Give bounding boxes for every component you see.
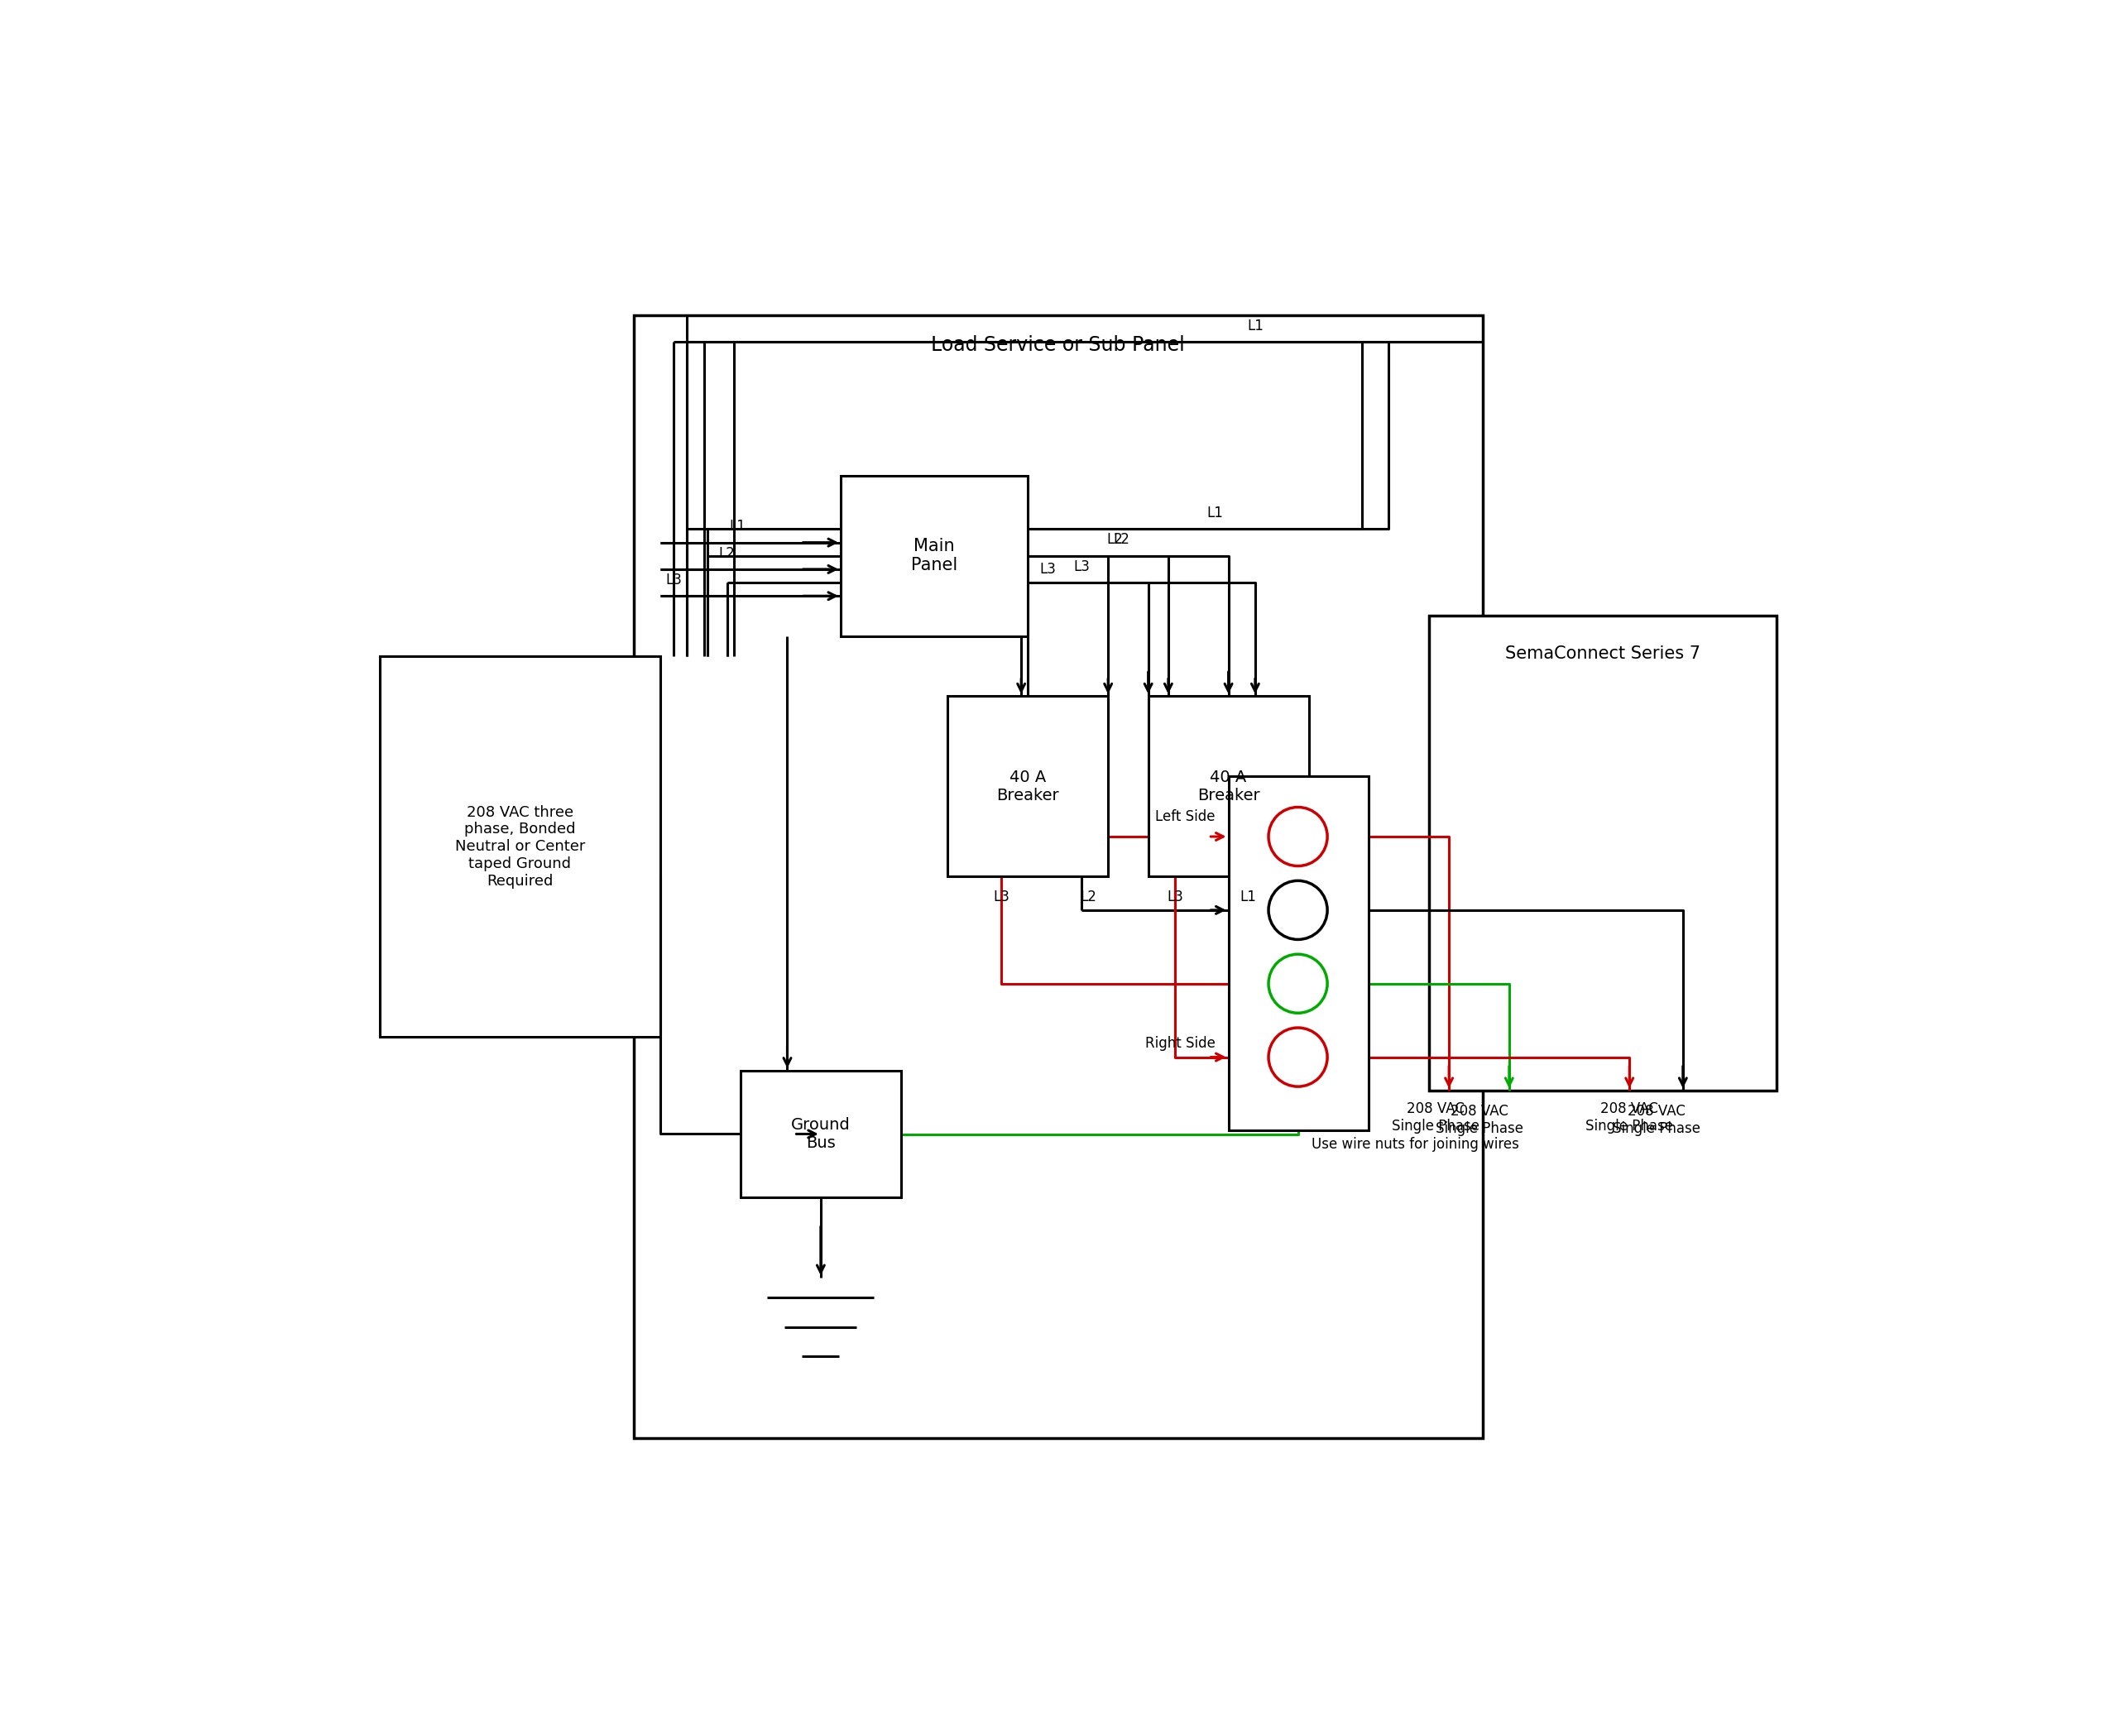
Bar: [633, 316, 1483, 1437]
Circle shape: [1268, 955, 1327, 1014]
Text: L2: L2: [1114, 533, 1129, 547]
Text: 40 A
Breaker: 40 A Breaker: [1196, 769, 1260, 804]
Text: 40 A
Breaker: 40 A Breaker: [996, 769, 1059, 804]
Bar: [1428, 616, 1777, 1090]
Text: L2: L2: [1080, 889, 1097, 904]
Text: L3: L3: [1074, 559, 1089, 575]
Text: L2: L2: [717, 545, 734, 561]
Text: Ground
Bus: Ground Bus: [791, 1116, 850, 1151]
Text: L3: L3: [1040, 562, 1057, 576]
Text: L1: L1: [1247, 318, 1264, 333]
Bar: [947, 696, 1108, 877]
Bar: [840, 476, 1028, 635]
Text: 208 VAC
Single Phase: 208 VAC Single Phase: [1437, 1104, 1523, 1135]
Text: 208 VAC three
phase, Bonded
Neutral or Center
taped Ground
Required: 208 VAC three phase, Bonded Neutral or C…: [456, 806, 584, 889]
Bar: [1228, 776, 1369, 1130]
Text: Right Side: Right Side: [1146, 1036, 1215, 1052]
Text: Left Side: Left Side: [1154, 809, 1215, 825]
Text: L2: L2: [1106, 533, 1123, 547]
Text: Load Service or Sub Panel: Load Service or Sub Panel: [931, 335, 1186, 354]
Text: 208 VAC
Single Phase: 208 VAC Single Phase: [1612, 1104, 1701, 1135]
Text: L3: L3: [1167, 889, 1184, 904]
Text: Main
Panel: Main Panel: [912, 538, 958, 573]
Text: L1: L1: [728, 519, 745, 535]
Bar: [741, 1071, 901, 1198]
Text: Use wire nuts for joining wires: Use wire nuts for joining wires: [1312, 1137, 1519, 1151]
Text: 208 VAC
Single Phase: 208 VAC Single Phase: [1393, 1101, 1479, 1134]
Text: L3: L3: [994, 889, 1009, 904]
Bar: [1148, 696, 1308, 877]
Text: SemaConnect Series 7: SemaConnect Series 7: [1504, 646, 1701, 661]
Circle shape: [1268, 1028, 1327, 1087]
Text: L3: L3: [665, 573, 682, 587]
Text: L1: L1: [1241, 889, 1258, 904]
Circle shape: [1268, 880, 1327, 939]
Bar: [380, 656, 660, 1036]
Text: L1: L1: [1207, 505, 1224, 521]
Circle shape: [1268, 807, 1327, 866]
Text: 208 VAC
Single Phase: 208 VAC Single Phase: [1585, 1101, 1673, 1134]
